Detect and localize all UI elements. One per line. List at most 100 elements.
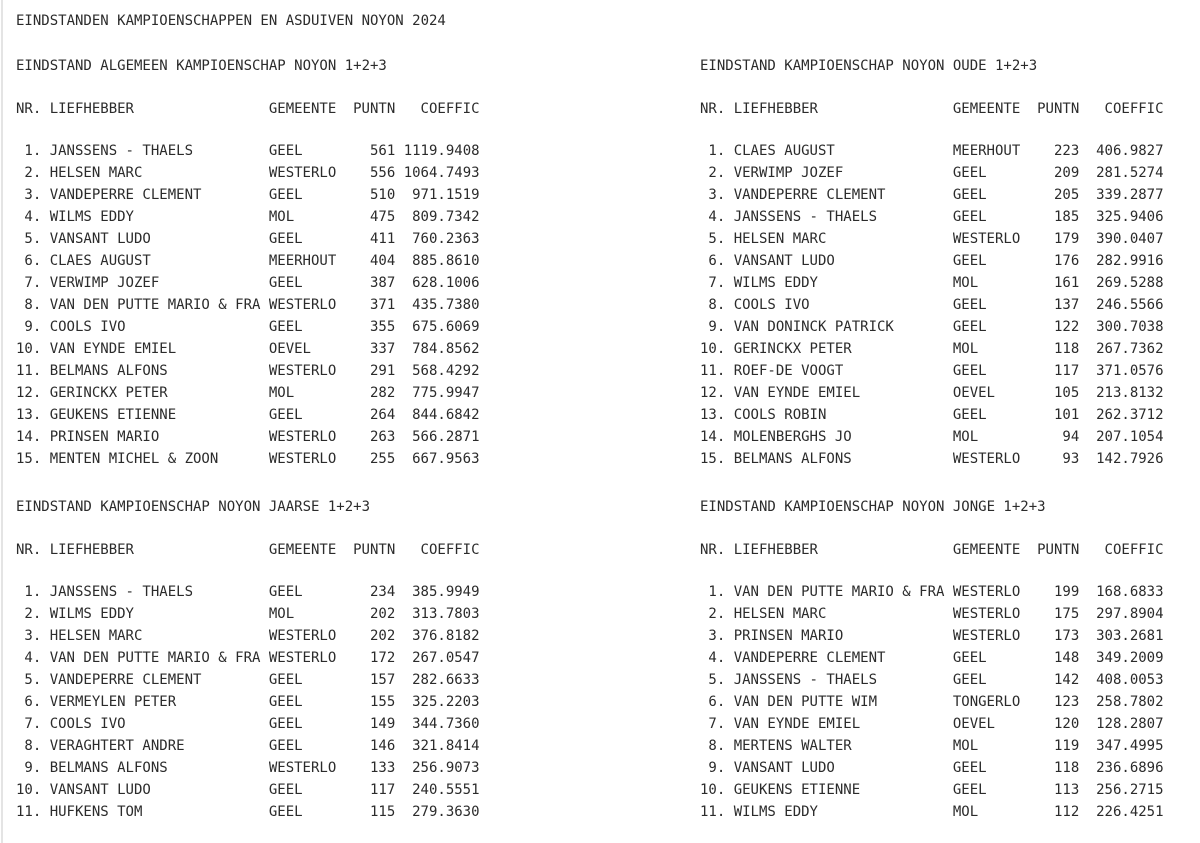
- row-gemeente: GEEL: [952, 319, 987, 335]
- row-rank: 6.: [24, 694, 42, 710]
- header-nr: NR.: [700, 542, 726, 558]
- row-name: WILMS EDDY: [733, 804, 818, 820]
- row-gemeente: GEEL: [268, 694, 303, 710]
- row-rank: 4.: [24, 650, 42, 666]
- table-row: 3. VANDEPERRE CLEMENT GEEL 205 339.2877: [700, 184, 1165, 206]
- row-rank: 3.: [24, 187, 42, 203]
- row-gemeente: MOL: [952, 429, 979, 445]
- row-rank: 7.: [708, 275, 726, 291]
- header-puntn: PUNTN: [1037, 101, 1080, 117]
- header-coeffic: COEFFIC: [420, 542, 480, 558]
- row-gemeente: MOL: [952, 341, 979, 357]
- row-name: VANSANT LUDO: [733, 253, 835, 269]
- table-row: 6. CLAES AUGUST MEERHOUT 404 885.8610: [16, 250, 481, 272]
- table-header: NR. LIEFHEBBER GEMEENTE PUNTN COEFFIC: [16, 539, 481, 561]
- row-coeffic: 628.1006: [412, 275, 480, 291]
- row-gemeente: WESTERLO: [268, 628, 337, 644]
- row-puntn: 510: [369, 187, 396, 203]
- row-puntn: 337: [369, 341, 396, 357]
- row-rank: 1.: [24, 584, 42, 600]
- table-row: 9. VANSANT LUDO GEEL 118 236.6896: [700, 757, 1165, 779]
- table-row: 8. VERAGHTERT ANDRE GEEL 146 321.8414: [16, 735, 481, 757]
- row-puntn: 94: [1062, 429, 1080, 445]
- header-gemeente: GEMEENTE: [952, 542, 1021, 558]
- row-rank: 5.: [708, 231, 726, 247]
- row-gemeente: GEEL: [268, 804, 303, 820]
- table-row: 6. VERMEYLEN PETER GEEL 155 325.2203: [16, 691, 481, 713]
- row-gemeente: GEEL: [268, 231, 303, 247]
- table-header: NR. LIEFHEBBER GEMEENTE PUNTN COEFFIC: [700, 98, 1165, 120]
- row-rank: 12.: [700, 385, 726, 401]
- table-row: 7. VAN EYNDE EMIEL OEVEL 120 128.2807: [700, 713, 1165, 735]
- row-gemeente: MOL: [952, 804, 979, 820]
- row-coeffic: 303.2681: [1096, 628, 1164, 644]
- row-rank: 11.: [700, 804, 726, 820]
- table-row: 10. VAN EYNDE EMIEL OEVEL 337 784.8562: [16, 338, 481, 360]
- row-puntn: 118: [1053, 760, 1080, 776]
- row-name: GEUKENS ETIENNE: [733, 782, 861, 798]
- row-name: VERWIMP JOZEF: [49, 275, 160, 291]
- row-puntn: 387: [369, 275, 396, 291]
- row-puntn: 119: [1053, 738, 1080, 754]
- row-coeffic: 236.6896: [1096, 760, 1164, 776]
- row-rank: 1.: [24, 143, 42, 159]
- row-puntn: 161: [1053, 275, 1080, 291]
- row-puntn: 223: [1053, 143, 1080, 159]
- row-puntn: 137: [1053, 297, 1080, 313]
- table-header: NR. LIEFHEBBER GEMEENTE PUNTN COEFFIC: [700, 539, 1165, 561]
- row-name: MENTEN MICHEL & ZOON: [49, 451, 219, 467]
- row-coeffic: 339.2877: [1096, 187, 1164, 203]
- row-rank: 2.: [708, 606, 726, 622]
- row-rank: 7.: [708, 716, 726, 732]
- header-gemeente: GEMEENTE: [268, 101, 337, 117]
- row-puntn: 556: [369, 165, 396, 181]
- row-rank: 11.: [16, 804, 42, 820]
- row-coeffic: 675.6069: [412, 319, 480, 335]
- table-header: NR. LIEFHEBBER GEMEENTE PUNTN COEFFIC: [16, 98, 481, 120]
- row-coeffic: 267.7362: [1096, 341, 1164, 357]
- table-row: 13. COOLS ROBIN GEEL 101 262.3712: [700, 404, 1165, 426]
- row-gemeente: GEEL: [952, 187, 987, 203]
- row-rank: 6.: [24, 253, 42, 269]
- row-name: VAN EYNDE EMIEL: [733, 716, 861, 732]
- row-gemeente: GEEL: [952, 253, 987, 269]
- row-rank: 6.: [708, 694, 726, 710]
- table-row: 5. VANDEPERRE CLEMENT GEEL 157 282.6633: [16, 669, 481, 691]
- row-gemeente: GEEL: [952, 760, 987, 776]
- row-name: COOLS IVO: [49, 319, 126, 335]
- row-rank: 6.: [708, 253, 726, 269]
- row-puntn: 120: [1053, 716, 1080, 732]
- row-name: GERINCKX PETER: [733, 341, 852, 357]
- row-coeffic: 282.6633: [412, 672, 480, 688]
- row-coeffic: 246.5566: [1096, 297, 1164, 313]
- row-puntn: 146: [369, 738, 396, 754]
- row-rank: 14.: [16, 429, 42, 445]
- row-rank: 13.: [700, 407, 726, 423]
- row-gemeente: WESTERLO: [268, 650, 337, 666]
- row-gemeente: GEEL: [952, 672, 987, 688]
- row-gemeente: WESTERLO: [268, 451, 337, 467]
- row-name: HUFKENS TOM: [49, 804, 143, 820]
- table-row: 6. VAN DEN PUTTE WIM TONGERLO 123 258.7802: [700, 691, 1165, 713]
- row-coeffic: 667.9563: [412, 451, 480, 467]
- row-puntn: 118: [1053, 341, 1080, 357]
- row-name: CLAES AUGUST: [49, 253, 151, 269]
- table-row: 6. VANSANT LUDO GEEL 176 282.9916: [700, 250, 1165, 272]
- header-nr: NR.: [16, 542, 42, 558]
- table-oude: EINDSTAND KAMPIOENSCHAP NOYON OUDE 1+2+3…: [700, 55, 1165, 470]
- row-coeffic: 256.9073: [412, 760, 480, 776]
- row-name: MOLENBERGHS JO: [733, 429, 852, 445]
- row-gemeente: WESTERLO: [952, 584, 1021, 600]
- row-rank: 7.: [24, 275, 42, 291]
- row-puntn: 149: [369, 716, 396, 732]
- row-name: BELMANS ALFONS: [49, 760, 168, 776]
- row-name: JANSSENS - THAELS: [49, 584, 193, 600]
- table-row: 5. JANSSENS - THAELS GEEL 142 408.0053: [700, 669, 1165, 691]
- row-coeffic: 168.6833: [1096, 584, 1164, 600]
- table-row: 2. HELSEN MARC WESTERLO 175 297.8904: [700, 603, 1165, 625]
- row-puntn: 142: [1053, 672, 1080, 688]
- row-puntn: 205: [1053, 187, 1080, 203]
- row-gemeente: GEEL: [268, 187, 303, 203]
- row-puntn: 117: [369, 782, 396, 798]
- row-name: HELSEN MARC: [49, 165, 143, 181]
